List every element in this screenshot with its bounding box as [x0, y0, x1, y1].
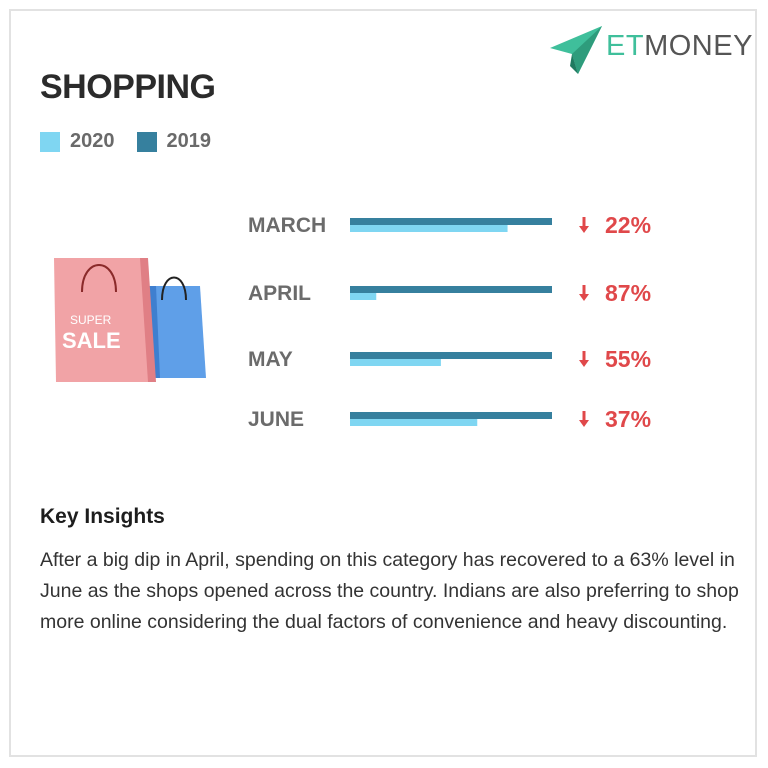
change-label-march: 22%	[605, 212, 651, 238]
insights-title: Key Insights	[40, 505, 165, 528]
legend-item-2020: 2020	[40, 130, 115, 153]
paper-plane-icon	[550, 26, 602, 74]
logo-et: ET	[606, 30, 645, 62]
bar-2020-april	[350, 293, 377, 300]
down-arrow-icon	[579, 285, 589, 301]
bar-2019-may	[350, 352, 552, 359]
change-label-june: 37%	[605, 406, 651, 432]
down-arrow-icon	[579, 351, 589, 367]
category-label-may: MAY	[248, 348, 293, 371]
legend-item-2019: 2019	[136, 130, 212, 153]
page-title: SHOPPING	[40, 68, 216, 106]
logo-money: MONEY	[644, 30, 753, 62]
change-label-may: 55%	[605, 346, 651, 372]
bar-2020-may	[350, 359, 441, 366]
bar-2020-june	[350, 419, 478, 426]
shopping-bags-illustration: SUPER SALE	[54, 258, 206, 382]
change-label-april: 87%	[605, 280, 651, 306]
category-label-june: JUNE	[248, 408, 304, 431]
bar-2019-june	[350, 412, 552, 419]
legend-label-2019: 2019	[166, 130, 212, 152]
bag-text-sale: SALE	[62, 328, 121, 353]
chart-legend: 2020 2019	[40, 130, 233, 153]
legend-swatch-2020	[40, 131, 60, 152]
bar-2019-april	[350, 286, 552, 293]
bag-text-super: SUPER	[70, 313, 112, 327]
category-label-march: MARCH	[248, 214, 326, 237]
down-arrow-icon	[579, 411, 589, 427]
bar-2020-march	[350, 225, 508, 232]
infographic-card	[9, 9, 757, 757]
insights-body: After a big dip in April, spending on th…	[40, 549, 739, 633]
logo-text: ETMONEY	[606, 30, 753, 63]
bar-2019-march	[350, 218, 552, 225]
legend-label-2020: 2020	[70, 130, 115, 152]
etmoney-logo: ETMONEY	[548, 22, 752, 78]
down-arrow-icon	[579, 217, 589, 233]
category-label-april: APRIL	[248, 282, 311, 305]
legend-swatch-2019	[136, 131, 157, 152]
